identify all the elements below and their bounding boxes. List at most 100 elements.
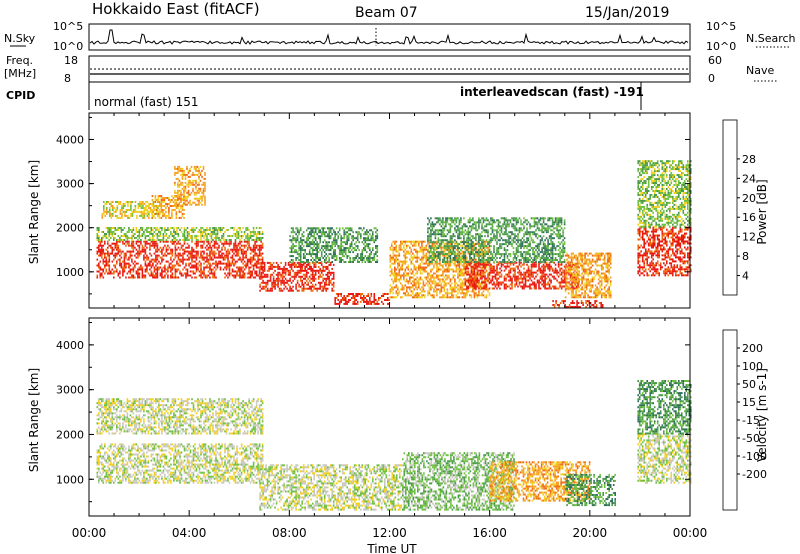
power-cell	[202, 241, 204, 243]
power-cell	[176, 277, 178, 279]
power-cell	[139, 267, 141, 269]
power-cell	[227, 257, 229, 259]
power-cell	[141, 201, 143, 203]
power-cell	[164, 275, 166, 277]
power-cell	[121, 263, 123, 265]
power-cell	[195, 168, 197, 170]
power-cell	[122, 261, 124, 263]
power-cell	[183, 199, 185, 201]
power-cell	[247, 227, 249, 229]
power-cell	[174, 166, 176, 168]
power-cell	[239, 259, 241, 261]
power-cell	[130, 273, 132, 275]
power-cell	[261, 274, 263, 276]
power-cell	[211, 271, 213, 273]
power-cell	[155, 233, 157, 235]
power-cell	[182, 259, 184, 261]
power-cell	[130, 265, 132, 267]
power-cell	[245, 229, 247, 231]
power-cell	[223, 253, 225, 255]
power-cell	[161, 269, 163, 271]
power-cell	[142, 233, 144, 235]
power-cell	[116, 269, 118, 271]
power-cell	[109, 265, 111, 267]
power-cell	[221, 253, 223, 255]
power-cell	[271, 274, 273, 276]
power-cell	[253, 235, 255, 237]
power-cell	[250, 233, 252, 235]
power-cell	[118, 235, 120, 237]
power-cell	[262, 253, 264, 255]
power-cell	[241, 231, 243, 233]
power-cell	[239, 229, 241, 231]
power-cell	[184, 243, 186, 245]
power-cell	[166, 235, 168, 237]
power-cell	[124, 213, 126, 215]
power-cell	[145, 263, 147, 265]
power-cell	[194, 198, 196, 200]
power-cell	[109, 261, 111, 263]
power-cell	[136, 227, 138, 229]
power-cell	[155, 249, 157, 251]
power-cell	[137, 235, 139, 237]
power-cell	[195, 194, 197, 196]
power-cell	[221, 229, 223, 231]
power-cell	[196, 259, 198, 261]
power-cell	[200, 180, 202, 182]
power-cell	[242, 245, 244, 247]
power-cell	[100, 275, 102, 277]
power-cell	[250, 263, 252, 265]
power-cell	[181, 227, 183, 229]
power-cell	[112, 273, 114, 275]
power-cell	[97, 265, 99, 267]
power-cell	[124, 255, 126, 257]
power-cell	[124, 261, 126, 263]
power-cell	[215, 233, 217, 235]
power-cell	[112, 261, 114, 263]
power-cell	[157, 267, 159, 269]
power-cell	[251, 275, 253, 277]
power-cell	[170, 269, 172, 271]
power-cell	[259, 255, 261, 257]
power-cell	[109, 211, 111, 213]
power-cell	[191, 237, 193, 239]
power-cell	[121, 239, 123, 241]
power-cell	[182, 184, 184, 186]
power-cell	[154, 235, 156, 237]
power-cell	[214, 275, 216, 277]
power-cell	[187, 227, 189, 229]
power-cell	[115, 267, 117, 269]
power-cell	[123, 203, 125, 205]
power-cell	[161, 207, 163, 209]
power-cell	[206, 227, 208, 229]
power-cell	[239, 235, 241, 237]
power-cell	[120, 217, 122, 219]
power-cell	[152, 243, 154, 245]
power-cell	[244, 251, 246, 253]
power-cell	[250, 275, 252, 277]
power-cell	[149, 243, 151, 245]
power-cell	[204, 184, 206, 186]
power-cell	[193, 249, 195, 251]
power-cell	[279, 266, 281, 268]
power-cell	[214, 263, 216, 265]
power-cell	[124, 211, 126, 213]
power-cell	[103, 207, 105, 209]
power-cell	[199, 261, 201, 263]
power-cell	[115, 243, 117, 245]
power-cell	[208, 271, 210, 273]
power-cell	[203, 271, 205, 273]
power-cell	[235, 243, 237, 245]
power-cell	[103, 277, 105, 279]
power-cell	[200, 245, 202, 247]
power-cell	[133, 277, 135, 279]
power-cell	[185, 265, 187, 267]
power-cell	[184, 267, 186, 269]
power-cell	[176, 205, 178, 207]
power-cell	[241, 277, 243, 279]
power-cell	[146, 265, 148, 267]
power-cell	[195, 170, 197, 172]
power-cell	[156, 209, 158, 211]
power-cell	[200, 188, 202, 190]
power-cell	[163, 235, 165, 237]
